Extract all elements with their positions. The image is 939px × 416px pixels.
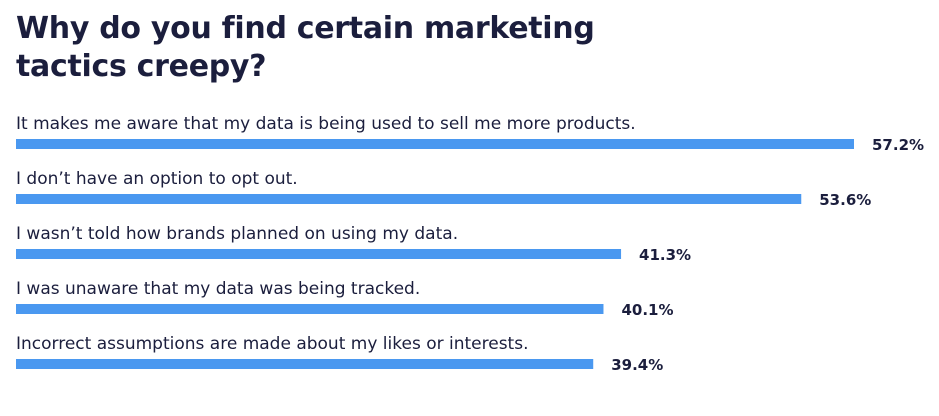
category-label: I was unaware that my data was being tra…	[16, 279, 420, 299]
category-label: It makes me aware that my data is being …	[16, 114, 636, 134]
bar	[16, 304, 604, 314]
value-label: 41.3%	[639, 246, 691, 264]
category-label: I wasn’t told how brands planned on usin…	[16, 224, 458, 244]
bar	[16, 359, 594, 369]
bar	[16, 249, 622, 259]
value-label: 53.6%	[819, 191, 871, 209]
bar	[16, 194, 802, 204]
value-label: 40.1%	[621, 301, 673, 319]
category-label: I don’t have an option to opt out.	[16, 169, 298, 189]
chart-title: Why do you find certain marketing tactic…	[16, 11, 595, 84]
bar	[16, 139, 854, 149]
category-label: Incorrect assumptions are made about my …	[16, 334, 528, 354]
value-label: 39.4%	[611, 356, 663, 374]
value-label: 57.2%	[872, 136, 924, 154]
